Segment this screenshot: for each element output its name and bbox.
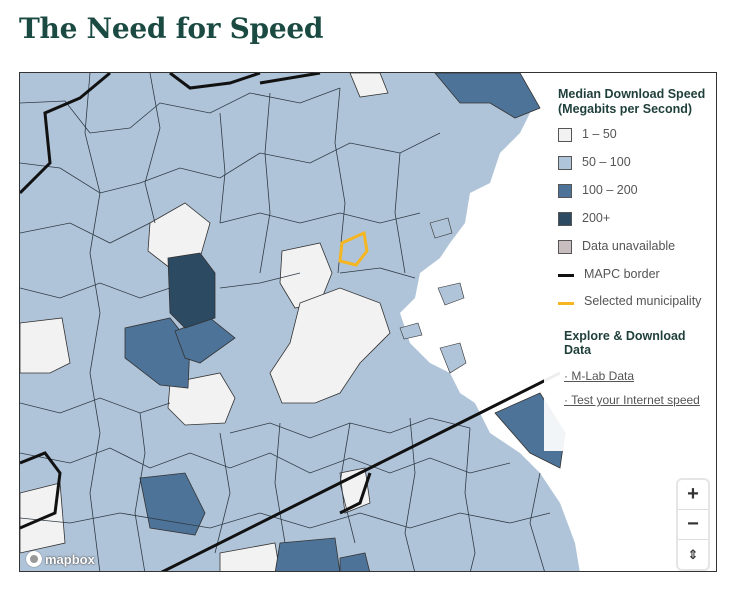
legend-item: 100 – 200 [558, 183, 708, 211]
municipality-low [219, 542, 281, 571]
legend-item-selected: Selected municipality [558, 295, 708, 329]
legend-item: Data unavailable [558, 239, 708, 267]
selected-municipality [338, 230, 369, 267]
border-line-swatch [558, 274, 574, 277]
island [399, 322, 423, 340]
legend-swatch [558, 240, 572, 254]
municipality-low [269, 287, 391, 404]
municipality-low [20, 317, 71, 374]
legend-swatch [558, 128, 572, 142]
municipality-mid-high [124, 317, 191, 389]
mapc-border [20, 73, 561, 571]
legend-item: 200+ [558, 211, 708, 239]
legend-swatch [558, 156, 572, 170]
legend-label: 50 – 100 [582, 155, 631, 169]
legend: Median Download Speed (Megabits per Seco… [544, 73, 716, 451]
island [429, 217, 453, 239]
legend-label: Selected municipality [584, 294, 702, 308]
legend-swatch [558, 212, 572, 226]
legend-label: MAPC border [584, 267, 660, 281]
municipality-high [167, 252, 216, 329]
zoom-in-button[interactable]: + [678, 480, 708, 510]
legend-item: 50 – 100 [558, 155, 708, 183]
mapbox-logo[interactable]: mapbox [26, 551, 95, 567]
compass-button[interactable]: ⇕ [687, 546, 699, 562]
legend-swatch [558, 184, 572, 198]
legend-title: Median Download Speed (Megabits per Seco… [558, 87, 706, 116]
mapbox-icon [26, 551, 42, 567]
selected-line-swatch [558, 302, 574, 305]
legend-label: Data unavailable [582, 239, 676, 253]
municipality-mid-high [274, 537, 341, 571]
municipality-mid-high [139, 472, 206, 536]
municipal-boundaries [20, 73, 551, 571]
zoom-out-button[interactable]: − [678, 510, 708, 540]
mlab-data-link[interactable]: · M-Lab Data [564, 369, 635, 383]
municipality-low [349, 73, 389, 98]
island [437, 282, 465, 306]
mapbox-label: mapbox [45, 551, 95, 567]
legend-item-border: MAPC border [558, 267, 708, 295]
legend-label: 200+ [582, 211, 611, 225]
municipality-mid-high [434, 73, 541, 119]
explore-title: Explore & Download Data [564, 329, 686, 357]
legend-item: 1 – 50 [558, 127, 708, 155]
island [439, 342, 467, 374]
map-navigation-control: + − ⇕ [678, 480, 708, 569]
municipality-mid-high [339, 552, 370, 571]
legend-label: 1 – 50 [582, 127, 617, 141]
legend-label: 100 – 200 [582, 183, 638, 197]
page-title: The Need for Speed [19, 12, 324, 45]
map[interactable]: Median Download Speed (Megabits per Seco… [19, 72, 717, 572]
test-speed-link[interactable]: · Test your Internet speed [564, 393, 700, 407]
